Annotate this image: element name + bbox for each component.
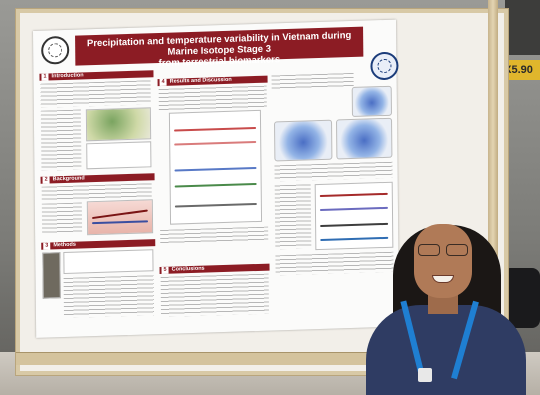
poster-title-line-2: from terrestrial biomarkers bbox=[159, 54, 281, 69]
poster-title: Precipitation and temperature variabilit… bbox=[75, 27, 363, 66]
institute-logo-icon bbox=[370, 52, 398, 81]
objectives-text bbox=[41, 110, 82, 171]
background-text bbox=[42, 183, 152, 200]
references-text bbox=[275, 252, 393, 276]
poster-title-line-1: Precipitation and temperature variabilit… bbox=[87, 30, 351, 58]
methods-text bbox=[64, 275, 154, 318]
section-label: Conclusions bbox=[172, 266, 205, 273]
monsoon-text bbox=[272, 73, 354, 90]
scientific-poster: Precipitation and temperature variabilit… bbox=[33, 20, 399, 338]
person-face bbox=[414, 224, 472, 298]
section-header-methods: 3 Methods bbox=[41, 239, 155, 250]
background-ceiling bbox=[505, 0, 540, 55]
intro-text-block bbox=[41, 80, 151, 107]
background-notes bbox=[42, 202, 82, 233]
booth-number-text: X5.90 bbox=[504, 64, 533, 76]
section-header-background: 2 Background bbox=[41, 173, 155, 184]
glasses-icon bbox=[416, 244, 470, 258]
spatial-results-text bbox=[274, 162, 392, 182]
section-header-results: 4 Results and Discussion bbox=[158, 76, 268, 86]
section-label: Introduction bbox=[52, 72, 84, 79]
sediment-core-photo bbox=[42, 252, 60, 299]
section-label: Methods bbox=[53, 242, 76, 249]
section-header-introduction: 1 Introduction bbox=[39, 70, 153, 81]
section-number: 2 bbox=[43, 176, 50, 183]
comparison-text bbox=[275, 184, 312, 249]
asia-precipitation-map bbox=[274, 120, 332, 162]
globe-map-1 bbox=[352, 86, 392, 117]
conclusions-text bbox=[161, 274, 269, 317]
section-label: Results and Discussion bbox=[170, 77, 232, 85]
section-number: 4 bbox=[160, 79, 167, 86]
university-logo-icon bbox=[41, 36, 69, 65]
section-header-conclusions: 5 Conclusions bbox=[160, 264, 270, 274]
section-label: Background bbox=[53, 175, 85, 182]
study-site-map bbox=[86, 107, 151, 141]
results-text-2 bbox=[160, 227, 268, 244]
asia-temperature-map bbox=[336, 118, 392, 160]
person-hoodie bbox=[366, 305, 526, 395]
section-number: 1 bbox=[41, 74, 48, 81]
climate-envelope-figure bbox=[87, 199, 153, 235]
section-number: 3 bbox=[43, 242, 50, 249]
results-text-1 bbox=[159, 86, 267, 111]
isotope-comparison-chart bbox=[315, 182, 394, 250]
name-badge bbox=[418, 368, 432, 382]
section-number: 5 bbox=[162, 267, 169, 274]
intro-figure bbox=[86, 141, 151, 169]
methods-flowchart bbox=[63, 249, 153, 274]
temperature-timeseries-chart bbox=[169, 110, 262, 225]
